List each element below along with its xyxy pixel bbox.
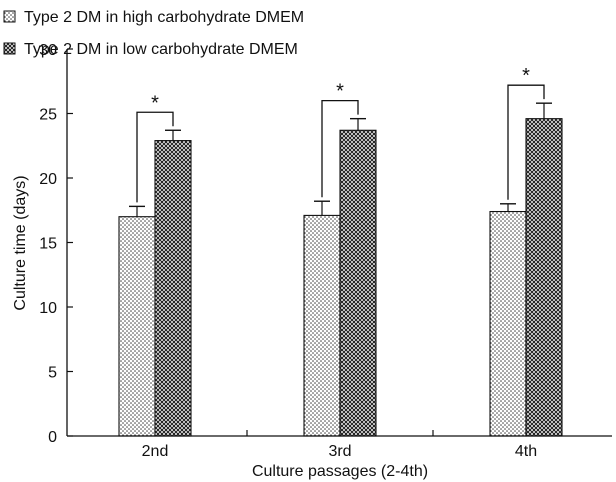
significance-bracket (136, 111, 174, 203)
significance-brackets: * * * (136, 65, 545, 203)
legend-swatch-high-carb (3, 10, 16, 23)
bar-high-carb-3rd (303, 214, 341, 437)
significance-bracket (507, 84, 545, 200)
y-tick-label: 25 (39, 107, 57, 124)
y-tick-label: 20 (39, 171, 57, 188)
y-axis-label: Culture time (days) (12, 175, 29, 310)
x-axis-ticks: 2nd 3rd 4th (142, 430, 537, 460)
x-tick-label: 2nd (142, 443, 169, 460)
bar-low-carb-3rd (339, 129, 377, 437)
significance-mark: * (522, 65, 530, 87)
legend-label-high-carb: Type 2 DM in high carbohydrate DMEM (24, 9, 304, 26)
bar-low-carb-2nd (154, 140, 192, 437)
y-tick-label: 5 (48, 365, 57, 382)
legend-label-low-carb: Type 2 DM in low carbohydrate DMEM (24, 41, 298, 58)
bar-low-carb-4th (525, 118, 563, 437)
bars (118, 118, 563, 437)
y-tick-label: 0 (48, 429, 57, 446)
x-tick-label: 4th (515, 443, 537, 460)
legend-item-high-carb: Type 2 DM in high carbohydrate DMEM (3, 9, 304, 26)
axes (66, 49, 612, 437)
y-tick-label: 15 (39, 236, 57, 253)
y-axis-ticks: 0 5 10 15 20 25 30 (39, 42, 73, 446)
significance-mark: * (151, 92, 159, 114)
bar-high-carb-4th (489, 210, 527, 437)
error-bars (129, 102, 552, 217)
legend: Type 2 DM in high carbohydrate DMEM Type… (3, 9, 304, 58)
bar-high-carb-2nd (118, 216, 156, 437)
y-tick-label: 30 (39, 42, 57, 59)
significance-bracket (321, 100, 359, 198)
x-axis-label: Culture passages (2-4th) (252, 463, 428, 480)
legend-item-low-carb: Type 2 DM in low carbohydrate DMEM (3, 41, 298, 58)
x-tick-label: 3rd (328, 443, 351, 460)
y-tick-label: 10 (39, 300, 57, 317)
legend-swatch-low-carb (3, 42, 16, 55)
significance-mark: * (336, 81, 344, 103)
